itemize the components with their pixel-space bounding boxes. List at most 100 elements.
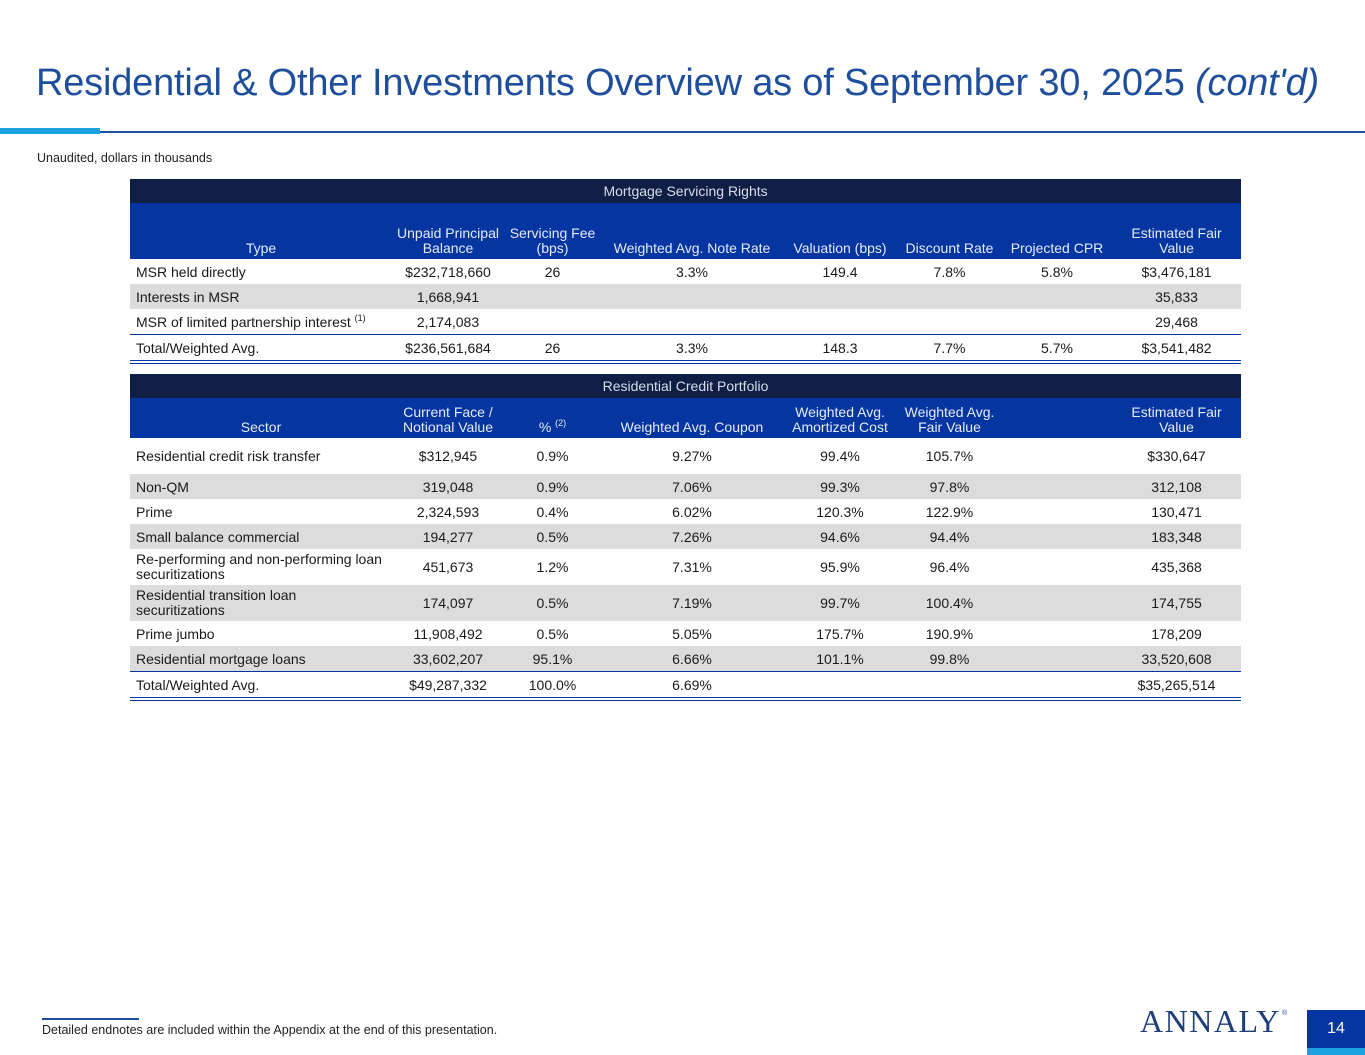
rcp-face-cell: 194,277: [392, 524, 504, 549]
annaly-logo: ANNALY: [1140, 1003, 1281, 1039]
rcp-fairval-cell: 99.8%: [897, 646, 1002, 672]
rcp-fairval-cell: 94.4%: [897, 524, 1002, 549]
rcp-table: Residential Credit Portfolio Sector Curr…: [130, 374, 1241, 701]
rcp-blank-cell: [1002, 474, 1112, 499]
msr-cpr-cell: [1002, 309, 1112, 335]
rcp-col-face: Current Face / Notional Value: [392, 398, 504, 438]
msr-type-label: Interests in MSR: [136, 288, 240, 305]
msr-col-upb: Unpaid Principal Balance: [392, 203, 504, 259]
rcp-sector-cell: Residential mortgage loans: [130, 646, 392, 672]
rcp-amort-cell: 94.6%: [783, 524, 897, 549]
rcp-amort-cell: 120.3%: [816, 503, 864, 520]
rcp-face-cell: $312,945: [418, 448, 478, 464]
page-number-accent: [1307, 1048, 1365, 1055]
rcp-face-cell: 11,908,492: [413, 625, 483, 642]
rcp-row: Residential credit risk transfer $312,945…: [130, 438, 1241, 474]
rcp-face-cell: 33,602,207: [392, 646, 504, 672]
rcp-fv-cell: $330,647: [1147, 448, 1206, 464]
rcp-blank-cell: [1002, 524, 1112, 549]
footnote-rule: [42, 1018, 139, 1020]
rcp-total-face: $49,287,332: [392, 671, 504, 701]
rcp-face-cell: 174,097: [392, 585, 504, 621]
msr-fee-cell: [504, 284, 601, 309]
rcp-face-cell: 319,048: [392, 474, 504, 499]
msr-col-fee: Servicing Fee (bps): [504, 203, 601, 259]
rcp-fv-cell: 174,755: [1112, 585, 1241, 621]
msr-band: Mortgage Servicing Rights: [130, 179, 1242, 203]
rcp-row: Residential mortgage loans 33,602,207 95.1…: [130, 646, 1241, 672]
rcp-total-row: Total/Weighted Avg. $49,287,332 100.0% 6.69…: [130, 671, 1241, 701]
footnote: Detailed endnotes are included within th…: [42, 1023, 498, 1037]
msr-total-discount: 7.7%: [897, 334, 1002, 364]
rcp-coupon-cell: 7.19%: [601, 585, 783, 621]
rcp-sector-cell: Non-QM: [130, 474, 392, 499]
rcp-pct-cell: 0.5%: [536, 625, 569, 642]
rcp-fairval-cell: 96.4%: [929, 559, 970, 575]
rcp-pct-cell: 1.2%: [536, 559, 569, 575]
rcp-col-fv: Estimated Fair Value: [1112, 398, 1241, 438]
rcp-row: Small balance commercial 194,277 0.5% 7.26%…: [130, 524, 1241, 549]
rcp-fv-cell: 178,209: [1151, 625, 1202, 642]
rcp-band: Residential Credit Portfolio: [130, 374, 1241, 398]
title-suffix: (cont'd): [1195, 62, 1319, 104]
msr-total-note-rate: 3.3%: [601, 334, 783, 364]
msr-row: MSR of limited partnership interest (1) 2…: [130, 309, 1241, 335]
rcp-total-label: Total/Weighted Avg.: [130, 671, 392, 701]
rcp-sector-cell: Re-performing and non-performing loan se…: [136, 551, 382, 582]
rcp-fairval-cell: 122.9%: [925, 503, 974, 520]
msr-col-note-rate: Weighted Avg. Note Rate: [601, 203, 783, 259]
rcp-amort-cell: 95.9%: [820, 559, 860, 575]
msr-total-cpr: 5.7%: [1002, 334, 1112, 364]
msr-col-cpr: Projected CPR: [1002, 203, 1112, 259]
rcp-pct-cell: 0.5%: [504, 585, 601, 621]
msr-fee-cell: 26: [544, 263, 561, 280]
msr-total-row: Total/Weighted Avg. $236,561,684 26 3.3% 148…: [130, 334, 1242, 364]
rcp-fv-cell: 435,368: [1151, 559, 1202, 575]
rcp-row: Re-performing and non-performing loan se…: [130, 549, 1241, 585]
rcp-blank-cell: [1002, 585, 1112, 621]
rcp-row: Non-QM 319,048 0.9% 7.06% 99.3% 97.8% 312,108: [130, 474, 1241, 499]
rcp-fairval-cell: 190.9%: [925, 625, 974, 642]
rcp-coupon-cell: 9.27%: [672, 448, 712, 464]
rcp-col-blank: [1002, 398, 1112, 438]
msr-note-rate-cell: 3.3%: [676, 263, 708, 280]
rcp-row: Prime jumbo 11,908,492 0.5% 5.05% 175.7% 190.…: [130, 621, 1241, 646]
rcp-pct-cell: 0.9%: [504, 474, 601, 499]
title-rule: [0, 131, 1365, 133]
rcp-sector-cell: Residential transition loan securitizati…: [130, 585, 392, 621]
rcp-fv-cell: 33,520,608: [1112, 646, 1241, 672]
msr-row: MSR held directly $232,718,660 26 3.3% 149.4…: [130, 259, 1241, 284]
rcp-fv-cell: 130,471: [1151, 503, 1202, 520]
msr-row: Interests in MSR 1,668,941 35,833: [130, 284, 1242, 309]
rcp-amort-cell: 99.7%: [783, 585, 897, 621]
page-title: Residential & Other Investments Overview…: [36, 62, 1319, 105]
msr-valuation-cell: [783, 309, 897, 335]
msr-valuation-cell: [783, 284, 897, 309]
msr-col-fv: Estimated Fair Value: [1112, 203, 1242, 259]
msr-total-fv: $3,541,482: [1112, 334, 1242, 364]
msr-cpr-cell: 5.8%: [1041, 263, 1073, 280]
msr-upb-cell: 1,668,941: [392, 284, 504, 309]
rcp-pct-cell: 95.1%: [504, 646, 601, 672]
rcp-pct-cell: 0.9%: [536, 448, 569, 464]
title-text: Residential & Other Investments Overview…: [36, 62, 1185, 104]
rcp-amort-cell: 101.1%: [783, 646, 897, 672]
rcp-fv-cell: 312,108: [1112, 474, 1241, 499]
rcp-fairval-cell: 97.8%: [897, 474, 1002, 499]
rcp-total-fairval: [897, 671, 1002, 701]
msr-table: Mortgage Servicing Rights Type Unpaid Pr…: [130, 179, 1242, 364]
rcp-coupon-cell: 7.06%: [601, 474, 783, 499]
rcp-col-pct-label: %: [538, 419, 552, 435]
rcp-blank-cell: [1002, 438, 1112, 474]
msr-col-type: Type: [130, 203, 392, 259]
msr-total-label: Total/Weighted Avg.: [130, 334, 392, 364]
rcp-sector-cell: Prime: [136, 503, 173, 520]
rcp-fv-cell: 183,348: [1112, 524, 1241, 549]
rcp-fairval-cell: 100.4%: [897, 585, 1002, 621]
rcp-coupon-cell: 6.02%: [672, 503, 712, 520]
rcp-col-pct: % (2): [504, 398, 601, 438]
rcp-amort-cell: 175.7%: [816, 625, 864, 642]
rcp-blank-cell: [1002, 499, 1112, 524]
msr-fv-cell: 35,833: [1112, 284, 1242, 309]
rcp-col-pct-sup: (2): [555, 418, 567, 428]
